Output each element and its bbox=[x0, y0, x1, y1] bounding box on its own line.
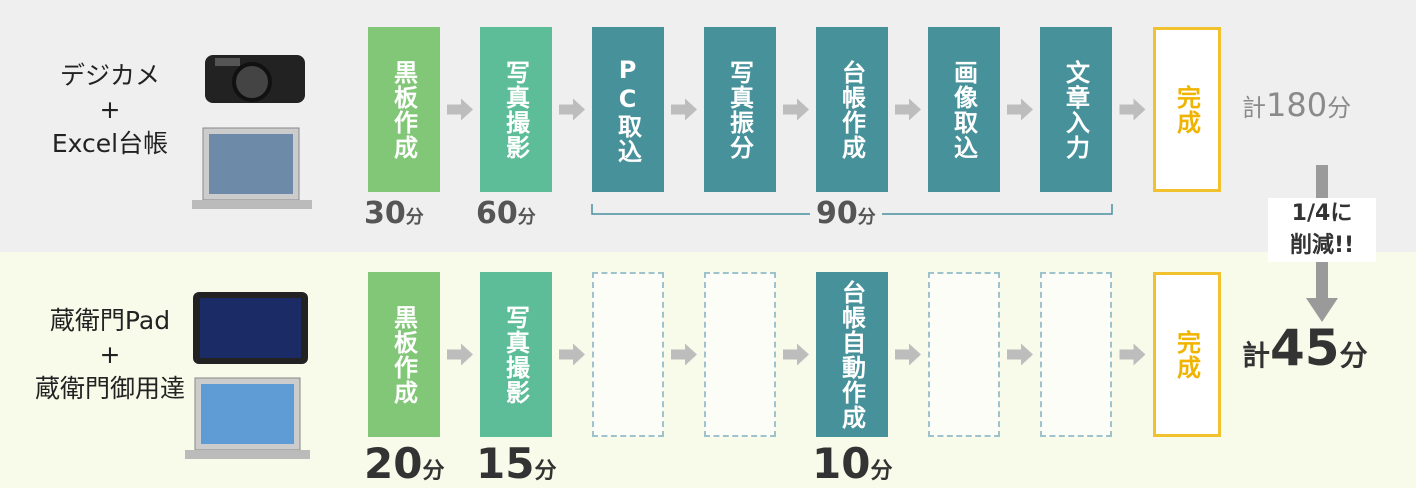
text-part: 分 bbox=[870, 459, 892, 484]
infographic: デジカメ+Excel台帳黒板作成30分写真撮影60分PC取込写真振分台帳作成画像… bbox=[0, 0, 1416, 488]
reduction-label: 1/4に削減!! bbox=[1268, 198, 1376, 262]
camera bbox=[205, 55, 305, 103]
total: 計180分 bbox=[1242, 86, 1351, 124]
label-line: Excel台帳 bbox=[10, 127, 210, 161]
text-part: 分 bbox=[406, 207, 424, 228]
step-time: 10分 bbox=[812, 439, 892, 488]
tablet bbox=[193, 292, 308, 364]
text-part: 60 bbox=[476, 196, 518, 231]
step-box: 台帳自動作成 bbox=[816, 272, 888, 437]
span-time: 90分 bbox=[810, 196, 882, 231]
step-box: 文章入力 bbox=[1040, 27, 1112, 192]
total: 計45分 bbox=[1242, 319, 1368, 377]
row-label: デジカメ+Excel台帳 bbox=[10, 59, 210, 161]
text-part: 30 bbox=[364, 196, 406, 231]
text-part: 180 bbox=[1266, 86, 1327, 124]
flow-arrow bbox=[783, 344, 809, 366]
flow-arrow bbox=[559, 99, 585, 121]
text-part: 分 bbox=[1327, 94, 1351, 122]
label-line: + bbox=[10, 93, 210, 127]
text-part: 15 bbox=[476, 439, 534, 488]
text-part: 分 bbox=[858, 207, 876, 228]
flow-arrow bbox=[895, 99, 921, 121]
text-part: 20 bbox=[364, 439, 422, 488]
flow-arrow bbox=[1120, 344, 1146, 366]
text-part: 90 bbox=[816, 196, 858, 231]
flow-arrow bbox=[447, 344, 473, 366]
empty-step bbox=[704, 272, 776, 437]
step-box: PC取込 bbox=[592, 27, 664, 192]
step-time: 20分 bbox=[364, 439, 444, 488]
text-part: 分 bbox=[422, 459, 444, 484]
text-part: 計 bbox=[1242, 339, 1270, 372]
flow-arrow bbox=[1120, 99, 1146, 121]
step-box: 写真撮影 bbox=[480, 27, 552, 192]
step-box: 写真振分 bbox=[704, 27, 776, 192]
label-line: 蔵衛門御用達 bbox=[10, 372, 210, 406]
step-box: 完成 bbox=[1153, 272, 1221, 437]
text-part: 10 bbox=[812, 439, 870, 488]
step-box: 画像取込 bbox=[928, 27, 1000, 192]
step-box: 台帳作成 bbox=[816, 27, 888, 192]
flow-arrow bbox=[447, 99, 473, 121]
empty-step bbox=[1040, 272, 1112, 437]
label-line: 蔵衛門Pad bbox=[10, 304, 210, 338]
flow-arrow bbox=[1007, 99, 1033, 121]
text-part: 分 bbox=[518, 207, 536, 228]
text-part: 計 bbox=[1242, 94, 1266, 122]
flow-arrow bbox=[671, 344, 697, 366]
empty-step bbox=[592, 272, 664, 437]
label-line: + bbox=[10, 338, 210, 372]
text-part: 分 bbox=[1340, 339, 1368, 372]
flow-arrow bbox=[671, 99, 697, 121]
step-time: 60分 bbox=[476, 196, 536, 231]
reduction-line: 1/4に bbox=[1268, 198, 1376, 230]
reduction-line: 削減!! bbox=[1268, 230, 1376, 262]
flow-arrow bbox=[1007, 344, 1033, 366]
text-part: 45 bbox=[1270, 319, 1340, 377]
step-time: 15分 bbox=[476, 439, 556, 488]
empty-step bbox=[928, 272, 1000, 437]
laptop-top bbox=[192, 128, 312, 209]
row-label: 蔵衛門Pad+蔵衛門御用達 bbox=[10, 304, 210, 406]
step-box: 写真撮影 bbox=[480, 272, 552, 437]
label-line: デジカメ bbox=[10, 59, 210, 93]
step-time: 30分 bbox=[364, 196, 424, 231]
flow-arrow bbox=[783, 99, 809, 121]
step-box: 黒板作成 bbox=[368, 272, 440, 437]
flow-arrow bbox=[895, 344, 921, 366]
step-box: 黒板作成 bbox=[368, 27, 440, 192]
step-box: 完成 bbox=[1153, 27, 1221, 192]
flow-arrow bbox=[559, 344, 585, 366]
text-part: 分 bbox=[534, 459, 556, 484]
